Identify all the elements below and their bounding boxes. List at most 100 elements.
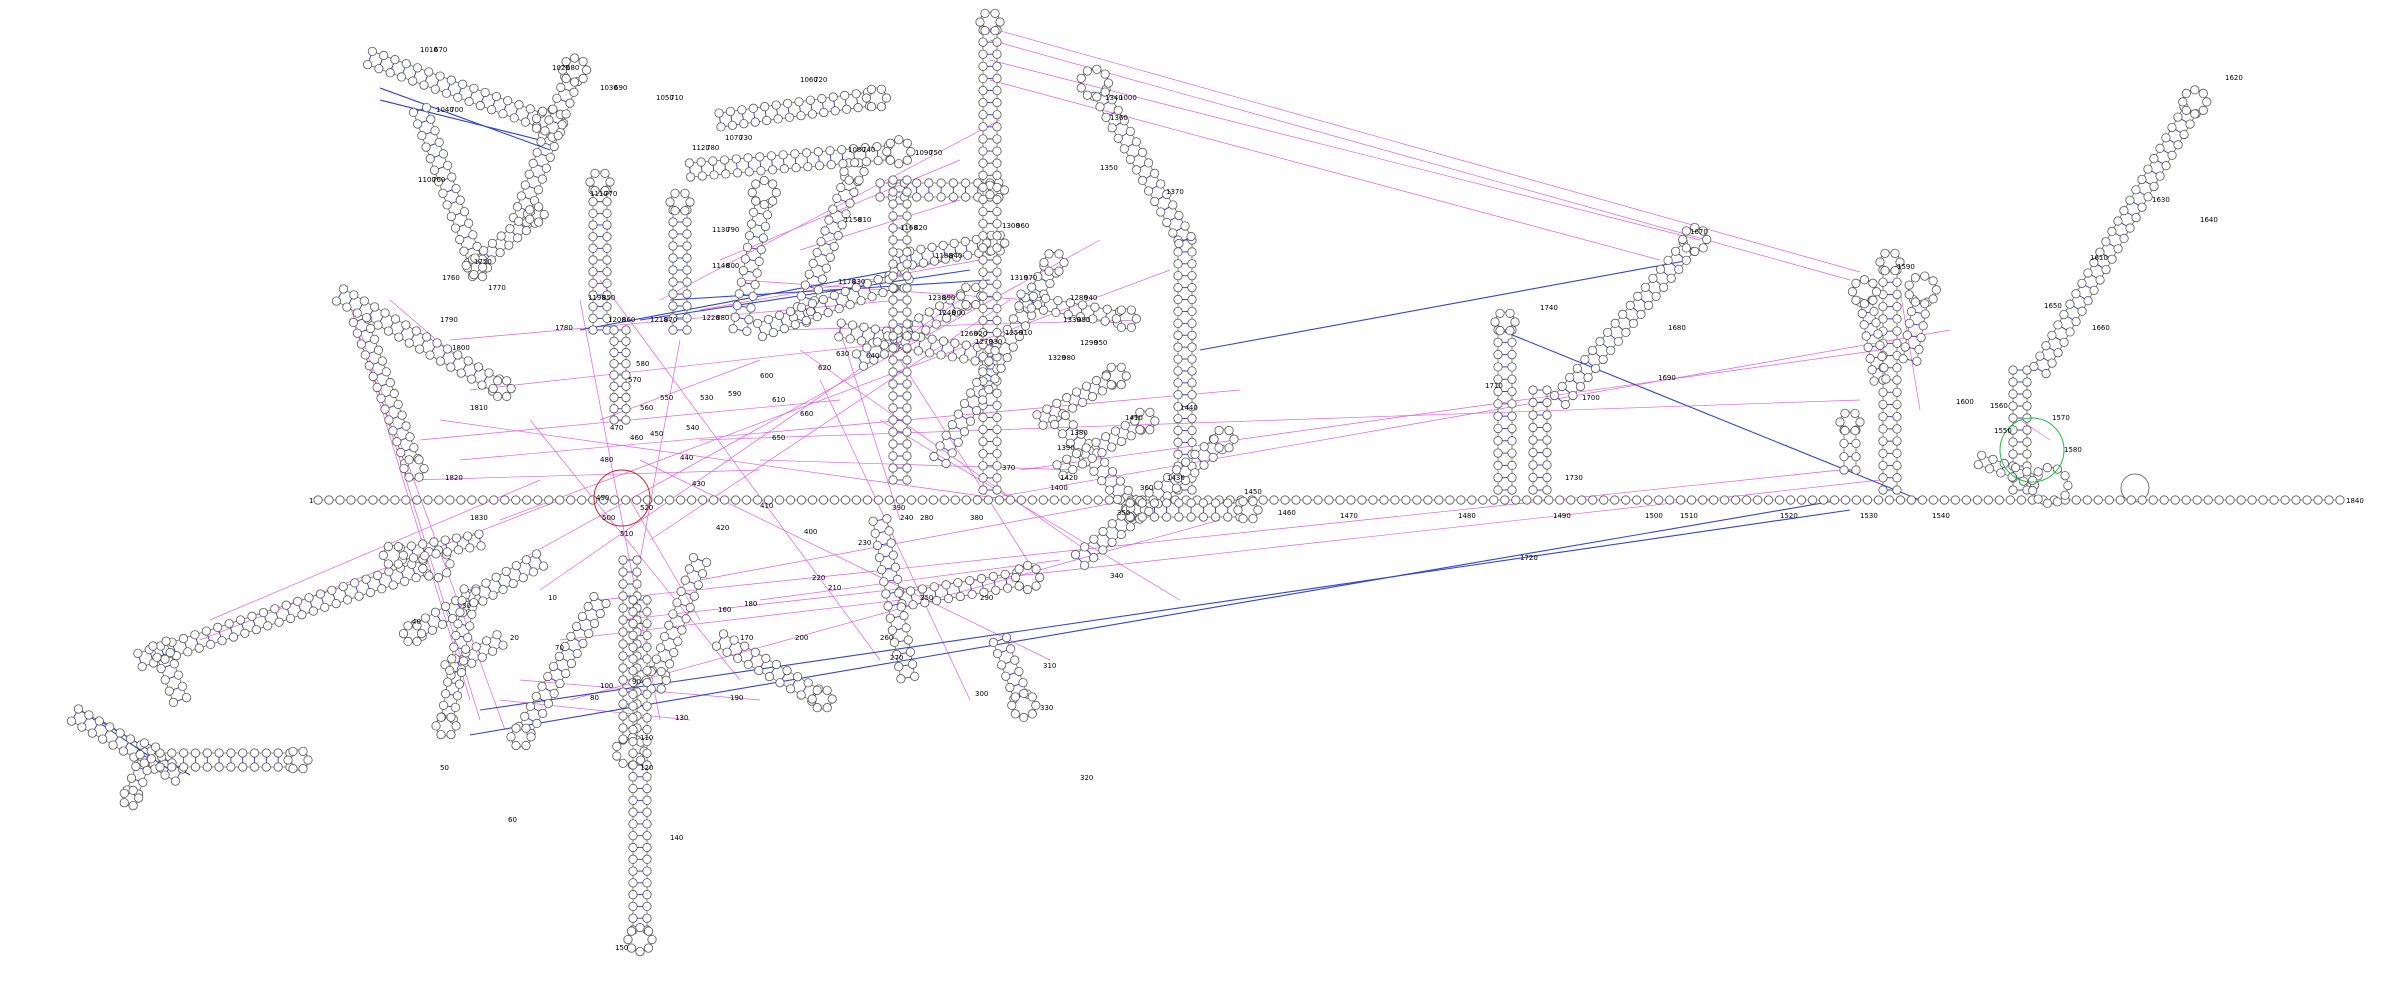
nucleotide <box>417 130 427 141</box>
nucleotide <box>992 243 1002 253</box>
nucleotide <box>801 148 812 158</box>
nucleotide <box>404 338 414 348</box>
position-label: 1650 <box>2044 302 2062 310</box>
nucleotide <box>978 98 988 108</box>
nucleotide <box>621 359 631 369</box>
nucleotide <box>779 164 789 174</box>
nucleotide <box>750 647 760 657</box>
nucleotide <box>424 67 434 77</box>
position-label: 1740 <box>1540 304 1558 312</box>
nucleotide <box>1621 327 1631 338</box>
nucleotide <box>1555 495 1565 505</box>
nucleotide <box>1892 326 1902 336</box>
nucleotide <box>578 638 588 649</box>
nucleotide <box>978 367 988 377</box>
nucleotide <box>936 350 946 360</box>
nucleotide <box>884 495 895 505</box>
nucleotide <box>456 667 467 678</box>
position-label: 1170 <box>838 278 856 286</box>
nucleotide <box>978 461 988 471</box>
nucleotide <box>1861 331 1871 341</box>
nucleotide <box>1107 467 1118 477</box>
nucleotide <box>961 340 971 350</box>
sequence-start-label: 1 <box>309 497 313 505</box>
nucleotide <box>756 245 766 255</box>
position-label: 1690 <box>1658 374 1676 382</box>
nucleotide <box>368 495 378 505</box>
nucleotide <box>618 711 628 721</box>
nucleotide <box>595 608 605 619</box>
nucleotide <box>1851 452 1861 462</box>
nucleotide <box>1493 350 1503 360</box>
nucleotide <box>1807 495 1818 505</box>
nucleotide <box>612 751 622 761</box>
nucleotide <box>365 323 376 334</box>
nucleotide <box>1238 514 1248 524</box>
long-range-pair <box>379 87 551 151</box>
nucleotide <box>1423 495 1433 505</box>
nucleotide <box>1125 498 1135 508</box>
nucleotide <box>618 687 628 697</box>
nucleotide <box>1500 495 1510 505</box>
nucleotide <box>775 678 785 688</box>
nucleotide <box>790 149 800 159</box>
nucleotide <box>719 155 730 165</box>
nucleotide <box>628 795 638 805</box>
nucleotide <box>2008 413 2018 423</box>
nucleotide <box>504 240 514 250</box>
nucleotide <box>840 90 850 101</box>
nucleotide <box>1181 475 1191 486</box>
position-label: 700 <box>450 106 463 114</box>
nucleotide <box>1906 306 1917 317</box>
nucleotide <box>910 671 920 681</box>
position-label: 130 <box>675 714 688 722</box>
nucleotide <box>588 208 598 218</box>
position-label: 340 <box>1110 572 1123 580</box>
nucleotide <box>642 842 652 853</box>
nucleotide <box>247 611 257 621</box>
highlight-green-region <box>1999 417 2065 483</box>
nucleotide <box>1062 454 1072 464</box>
nucleotide <box>609 359 619 369</box>
nucleotide <box>2071 495 2081 505</box>
nucleotide <box>992 267 1002 277</box>
nucleotide <box>1875 340 1885 350</box>
nucleotide <box>1528 460 1538 470</box>
nucleotide <box>932 596 942 606</box>
nucleotide <box>1082 66 1093 76</box>
nucleotide <box>854 175 864 185</box>
position-label: 390 <box>892 504 905 512</box>
nucleotide <box>1005 495 1015 505</box>
nucleotide <box>894 159 904 169</box>
nucleotide <box>642 760 652 770</box>
nucleotide <box>978 449 988 459</box>
nucleotide <box>1973 460 1983 470</box>
nucleotide <box>1910 297 1920 307</box>
nucleotide <box>308 606 318 616</box>
nucleotide <box>1528 485 1538 495</box>
nucleotide <box>824 215 834 225</box>
nucleotide <box>1027 709 1037 719</box>
nucleotide <box>588 313 598 323</box>
nucleotide <box>1131 314 1141 324</box>
nucleotide <box>1542 472 1552 483</box>
nucleotide <box>1248 496 1258 506</box>
nucleotide <box>628 725 638 735</box>
nucleotide <box>768 165 778 175</box>
nucleotide <box>357 495 367 505</box>
tertiary-interaction <box>559 599 901 641</box>
position-label: 1150 <box>844 216 862 224</box>
position-label: 1400 <box>1050 484 1068 492</box>
nucleotide <box>84 710 94 720</box>
nucleotide <box>1528 435 1538 445</box>
nucleotide <box>2052 497 2062 507</box>
nucleotide <box>1131 165 1142 175</box>
nucleotide <box>992 98 1002 108</box>
tertiary-interaction <box>989 79 1661 261</box>
nucleotide <box>859 322 869 332</box>
nucleotide <box>380 404 390 414</box>
nucleotide <box>952 307 962 317</box>
nucleotide <box>534 202 544 212</box>
nucleotide <box>1089 466 1099 476</box>
nucleotide <box>1116 305 1126 315</box>
